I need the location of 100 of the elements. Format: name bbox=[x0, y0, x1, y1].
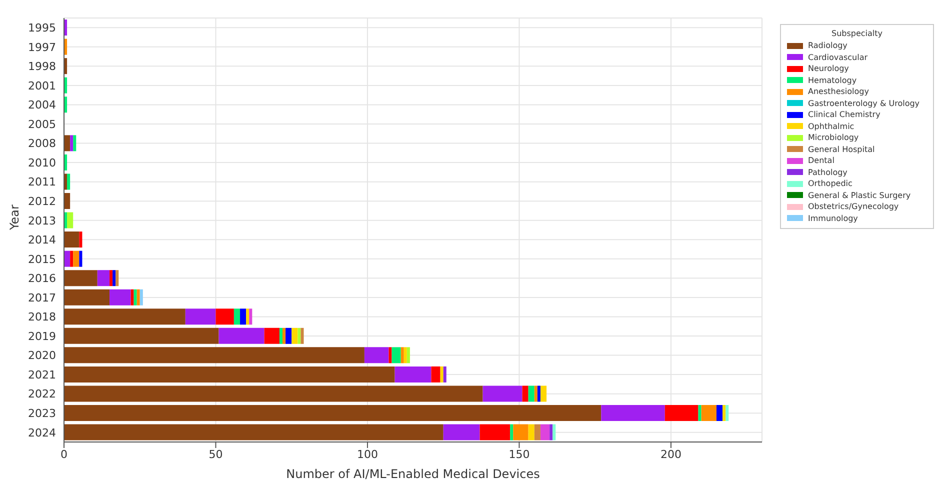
bar bbox=[394, 366, 432, 382]
legend-label: Neurology bbox=[808, 64, 849, 74]
bar bbox=[246, 308, 250, 325]
bar bbox=[264, 328, 280, 344]
bar bbox=[116, 270, 119, 286]
bar bbox=[64, 289, 110, 306]
bar bbox=[234, 308, 240, 325]
bar bbox=[64, 347, 364, 364]
bar bbox=[406, 347, 410, 364]
bar bbox=[404, 347, 407, 364]
y-tick-label: 2011 bbox=[28, 176, 56, 189]
bar bbox=[64, 366, 395, 382]
y-tick-label: 2024 bbox=[28, 426, 56, 440]
bar bbox=[534, 424, 540, 440]
bar bbox=[279, 328, 283, 344]
legend-label: Orthopedic bbox=[808, 179, 852, 188]
legend-label: Clinical Chemistry bbox=[808, 110, 880, 120]
bar bbox=[73, 250, 80, 267]
bar bbox=[440, 366, 444, 382]
bar bbox=[64, 404, 602, 421]
bar bbox=[110, 289, 131, 306]
legend-label: Radiology bbox=[808, 41, 848, 50]
y-tick-label: 2015 bbox=[28, 252, 56, 266]
legend-label: Hematology bbox=[808, 76, 857, 85]
y-tick-label: 2020 bbox=[28, 349, 56, 362]
bar bbox=[552, 424, 556, 440]
legend-label: Dental bbox=[808, 156, 834, 166]
bar bbox=[400, 347, 404, 364]
bar bbox=[722, 404, 726, 421]
bar bbox=[698, 404, 702, 421]
bar bbox=[73, 135, 76, 152]
legend-title: Subspecialty bbox=[830, 29, 884, 38]
bar bbox=[286, 328, 292, 344]
bar bbox=[185, 308, 216, 325]
bar bbox=[79, 232, 82, 248]
bar bbox=[540, 424, 550, 440]
bar bbox=[540, 386, 547, 402]
bar bbox=[64, 232, 80, 248]
bar bbox=[130, 289, 134, 306]
y-tick-label: 2023 bbox=[28, 406, 56, 420]
legend-label: Gastroenterology & Urology bbox=[808, 98, 920, 108]
y-tick-label: 2005 bbox=[28, 118, 56, 131]
bar bbox=[443, 424, 480, 440]
bar bbox=[716, 404, 723, 421]
bar bbox=[112, 270, 116, 286]
y-tick-label: 2022 bbox=[28, 388, 56, 401]
legend-label: Immunology bbox=[808, 214, 858, 223]
x-tick-label: 0 bbox=[60, 448, 68, 461]
bar bbox=[528, 424, 534, 440]
legend-label: Obstetrics/Gynecology bbox=[808, 202, 899, 212]
y-tick-label: 2014 bbox=[28, 234, 56, 247]
bar bbox=[601, 404, 665, 421]
bar bbox=[70, 250, 74, 267]
bar bbox=[64, 250, 70, 267]
legend-label: Microbiology bbox=[808, 133, 859, 142]
bar bbox=[64, 424, 444, 440]
bar bbox=[726, 404, 729, 421]
legend-label: Cardiovascular bbox=[808, 52, 868, 62]
bar bbox=[550, 424, 553, 440]
bar bbox=[64, 386, 483, 402]
bar bbox=[537, 386, 540, 402]
bar bbox=[292, 328, 298, 344]
bar bbox=[64, 192, 70, 209]
bar bbox=[510, 424, 514, 440]
y-tick-label: 2018 bbox=[28, 310, 56, 324]
x-tick-label: 200 bbox=[660, 448, 682, 461]
y-tick-label: 2016 bbox=[28, 272, 56, 286]
bar bbox=[97, 270, 110, 286]
y-tick-label: 2013 bbox=[28, 214, 56, 228]
bar bbox=[67, 212, 74, 228]
bar bbox=[534, 386, 538, 402]
bar bbox=[70, 135, 74, 152]
y-tick-label: 1998 bbox=[28, 60, 56, 74]
bar bbox=[513, 424, 528, 440]
y-axis-title: Year bbox=[7, 204, 22, 231]
legend-label: General & Plastic Surgery bbox=[808, 190, 911, 200]
y-tick-label: 1995 bbox=[28, 22, 56, 35]
y-tick-label: 2021 bbox=[28, 368, 56, 382]
bar bbox=[392, 347, 401, 364]
bar bbox=[240, 308, 246, 325]
bar bbox=[443, 366, 446, 382]
legend-label: Pathology bbox=[808, 168, 848, 177]
bar bbox=[79, 250, 82, 267]
bar bbox=[480, 424, 510, 440]
y-tick-label: 2019 bbox=[28, 330, 56, 343]
legend-label: Anesthesiology bbox=[808, 87, 869, 96]
x-axis-title: Number of AI/ML-Enabled Medical Devices bbox=[286, 467, 540, 481]
bar bbox=[298, 328, 301, 344]
y-tick-label: 2010 bbox=[28, 156, 56, 170]
bar bbox=[110, 270, 113, 286]
bar bbox=[136, 289, 140, 306]
bar bbox=[482, 386, 522, 402]
x-tick-label: 50 bbox=[208, 448, 223, 461]
y-tick-label: 2017 bbox=[28, 291, 56, 304]
legend-label: General Hospital bbox=[808, 144, 875, 154]
bar bbox=[282, 328, 286, 344]
bar bbox=[64, 308, 186, 325]
x-tick-label: 100 bbox=[356, 448, 378, 461]
x-tick-label: 150 bbox=[508, 448, 530, 461]
bar bbox=[364, 347, 389, 364]
